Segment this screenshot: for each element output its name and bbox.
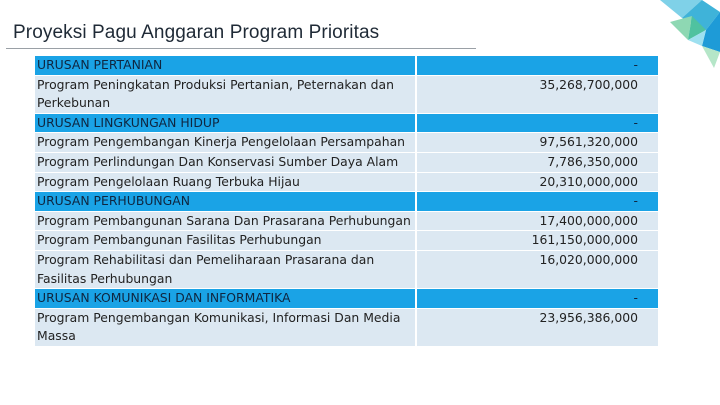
row-value: 35,268,700,000 bbox=[416, 75, 658, 114]
row-name: Program Pengembangan Komunikasi, Informa… bbox=[35, 308, 417, 347]
program-row: Program Pengembangan Kinerja Pengelolaan… bbox=[35, 132, 658, 153]
budget-table: URUSAN PERTANIAN - Program Peningkatan Pro… bbox=[35, 56, 658, 347]
program-row: Program Pengelolaan Ruang Terbuka Hijau 2… bbox=[35, 172, 658, 192]
row-value: 16,020,000,000 bbox=[416, 250, 658, 289]
row-name: Program Pengembangan Kinerja Pengelolaan… bbox=[35, 132, 417, 153]
decorative-polygon-icon bbox=[660, 0, 720, 68]
row-value: - bbox=[416, 191, 658, 212]
program-row: Program Rehabilitasi dan Pemeliharaan Pr… bbox=[35, 250, 658, 289]
urusan-header-row: URUSAN LINGKUNGAN HIDUP - bbox=[35, 113, 658, 133]
row-name: URUSAN LINGKUNGAN HIDUP bbox=[35, 113, 417, 133]
row-value: 17,400,000,000 bbox=[416, 211, 658, 231]
title-divider bbox=[6, 48, 476, 49]
row-value: 97,561,320,000 bbox=[416, 132, 658, 153]
row-value: - bbox=[416, 56, 658, 76]
urusan-header-row: URUSAN PERHUBUNGAN - bbox=[35, 191, 658, 212]
row-value: - bbox=[416, 113, 658, 133]
program-row: Program Pembangunan Sarana Dan Prasarana… bbox=[35, 211, 658, 231]
row-value: 23,956,386,000 bbox=[416, 308, 658, 347]
page-title: Proyeksi Pagu Anggaran Program Prioritas bbox=[13, 22, 380, 43]
row-name: URUSAN KOMUNIKASI DAN INFORMATIKA bbox=[35, 288, 417, 309]
program-row: Program Pengembangan Komunikasi, Informa… bbox=[35, 308, 658, 347]
row-name: URUSAN PERHUBUNGAN bbox=[35, 191, 417, 212]
row-value: - bbox=[416, 288, 658, 309]
program-row: Program Pembangunan Fasilitas Perhubunga… bbox=[35, 230, 658, 251]
urusan-header-row: URUSAN KOMUNIKASI DAN INFORMATIKA - bbox=[35, 288, 658, 309]
row-value: 20,310,000,000 bbox=[416, 172, 658, 192]
row-name: Program Rehabilitasi dan Pemeliharaan Pr… bbox=[35, 250, 417, 289]
row-name: Program Pembangunan Sarana Dan Prasarana… bbox=[35, 211, 417, 231]
row-name: Program Peningkatan Produksi Pertanian, … bbox=[35, 75, 417, 114]
row-name: Program Perlindungan Dan Konservasi Sumb… bbox=[35, 152, 417, 173]
row-name: Program Pembangunan Fasilitas Perhubunga… bbox=[35, 230, 417, 251]
row-value: 7,786,350,000 bbox=[416, 152, 658, 173]
row-value: 161,150,000,000 bbox=[416, 230, 658, 251]
row-name: URUSAN PERTANIAN bbox=[35, 56, 417, 76]
urusan-header-row: URUSAN PERTANIAN - bbox=[35, 56, 658, 76]
program-row: Program Peningkatan Produksi Pertanian, … bbox=[35, 75, 658, 114]
program-row: Program Perlindungan Dan Konservasi Sumb… bbox=[35, 152, 658, 173]
row-name: Program Pengelolaan Ruang Terbuka Hijau bbox=[35, 172, 417, 192]
